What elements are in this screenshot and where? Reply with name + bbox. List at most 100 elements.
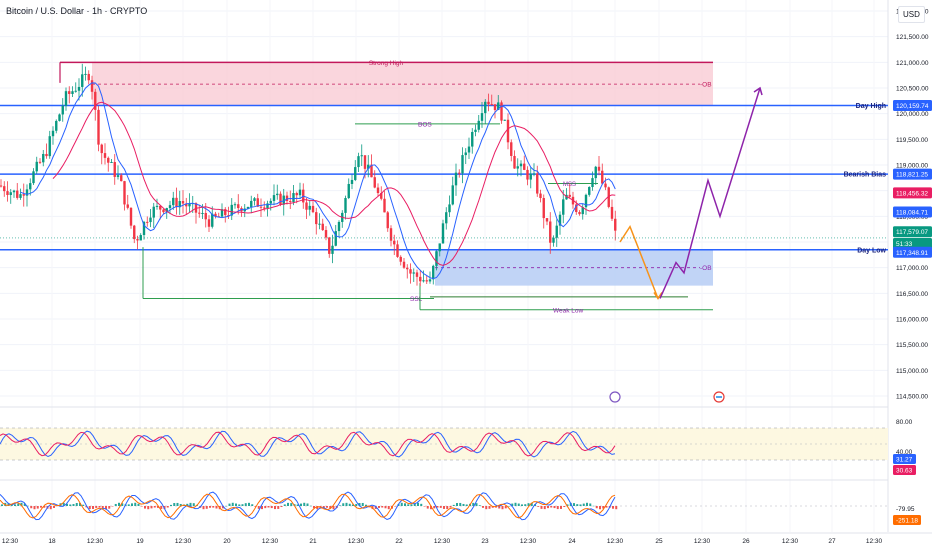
osc2-bar [358,503,361,506]
osc1-d-line [0,431,616,457]
osc2-bar [560,506,562,509]
candle-body [74,90,77,92]
bearish-ob-zone [92,62,713,106]
osc2-bar [498,506,501,509]
osc2-bar [49,506,52,510]
candle-body [94,91,97,110]
candle-body [250,200,253,207]
osc2-bar [514,502,517,506]
osc2-bar [118,502,120,506]
osc2-bar [417,502,419,506]
candle-body [110,162,113,164]
candle-body [155,205,159,207]
bos-label: BOS [418,121,432,128]
osc2-bar [443,506,445,509]
osc2-bar [114,503,117,506]
candle-body [425,280,428,282]
candle-body [35,161,38,172]
candle-body [506,119,510,143]
x-tick-label: 23 [481,538,489,545]
osc2-bar [75,503,78,506]
candle-body [396,244,399,257]
x-tick-label: 12:30 [262,538,279,545]
candle-body [321,223,324,231]
osc2-bar [137,503,140,506]
candle-body [402,261,406,268]
candle-body [172,197,175,206]
osc2-bar [563,506,566,508]
osc2-bar [413,503,416,506]
candle-body [503,119,506,121]
osc2-bar [202,506,205,510]
candle-body [276,193,279,196]
osc2-bar [186,503,189,506]
osc2-bar [485,506,488,510]
candle-body [285,195,289,202]
y-tick-label: 121,500.00 [896,34,929,41]
osc2-bar [163,506,166,510]
candle-body [295,193,298,196]
candle-body [90,80,94,92]
candle-body [614,218,617,231]
osc1-tick: 40.00 [896,449,913,456]
candle-body [360,155,363,157]
osc1-tick: 80.00 [896,419,913,426]
osc2-bar [592,505,595,507]
osc2-bar [511,503,514,506]
candle-body [272,195,276,201]
candle-body [282,195,285,205]
candle-body [68,91,71,94]
osc2-bar [79,502,81,506]
candle-body [185,203,188,207]
osc2-signal-line [0,493,616,519]
osc2-bar [556,506,559,510]
candle-body [48,136,51,157]
osc2-bar [280,506,283,508]
candle-body [77,86,81,91]
candle-body [458,172,461,174]
candle-body [448,204,451,213]
candle-body [454,172,458,186]
osc2-bar [53,506,55,508]
candle-body [129,207,133,226]
osc2-bar [582,503,585,506]
candle-body [42,153,45,163]
candle-body [555,225,558,238]
x-tick-label: 12:30 [348,538,365,545]
osc2-bar [368,506,371,508]
osc2-bar [309,505,312,507]
strong-high-label: Strong High [369,60,404,67]
symbol-title[interactable]: Bitcoin / U.S. Dollar · 1h · CRYPTO [6,6,148,16]
osc2-bar [576,504,579,506]
osc2-bar [98,506,101,508]
x-tick-label: 12:30 [434,538,451,545]
price-tag-text: 117,348.91 [896,250,928,257]
osc2-bar [225,505,228,507]
x-tick-label: 12:30 [520,538,537,545]
candle-body [542,198,545,219]
x-tick-label: 21 [309,538,317,545]
osc2-bar [579,504,582,506]
osc2-bar [72,504,75,506]
candle-body [451,185,454,205]
candle-body [237,204,240,209]
candle-body [477,120,480,130]
candle-body [175,197,178,208]
candle-body [480,113,484,121]
candle-body [386,212,389,229]
osc2-bar [23,503,26,506]
osc1-band [0,428,888,460]
candle-body [529,173,532,180]
osc2-bar [1,504,3,506]
osc2-bar [420,503,423,506]
candle-body [347,183,350,199]
candle-body [445,212,448,224]
candle-body [97,109,100,145]
currency-label[interactable]: USD [898,6,925,23]
candle-body [100,144,103,154]
price-tag-text: 118,821.25 [896,172,928,179]
candle-body [71,91,74,94]
price-tag-text: 120,159.74 [896,103,929,110]
osc1-value: 30.63 [896,468,913,475]
